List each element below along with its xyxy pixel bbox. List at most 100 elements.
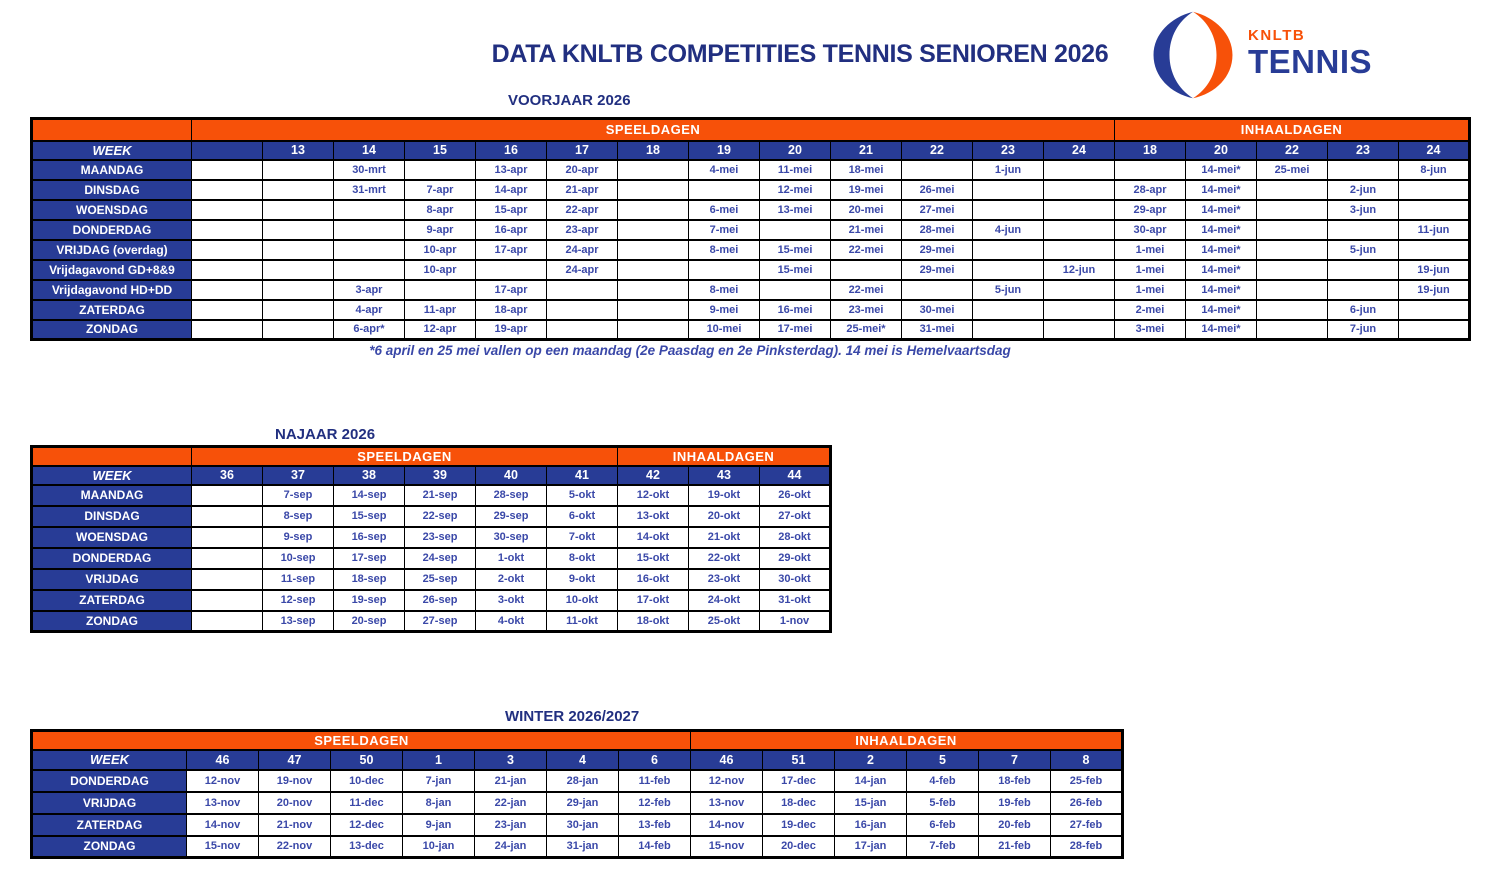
najaar-row-woensdag: WOENSDAG 9-sep 16-sep 23-sep 30-sep 7-okt 14-o… [31,525,831,549]
winter-row-zaterdag: ZATERDAG 14-nov 21-nov 12-dec 9-jan 23-jan 30-… [31,812,1123,837]
knltb-swoosh-icon [1153,11,1233,99]
date-cell [191,609,263,633]
winter-row-donderdag: DONDERDAG 12-nov 19-nov 10-dec 7-jan 21-jan 28… [31,768,1123,793]
week-number-cell: 4 [546,748,619,771]
date-cell: 11-okt [546,609,618,633]
najaar-schedule-table: SPEELDAGEN INHAALDAGEN WEEK 36 37 38 39 40 41 42 4… [30,445,832,633]
day-label: DONDERDAG [31,768,187,793]
date-cell [404,158,476,181]
voorjaar-row-zondag: ZONDAG 6-apr* 12-apr 19-apr 10-mei 17-mei 25-m… [31,318,1470,341]
date-cell [1043,238,1115,261]
date-cell [1043,218,1115,241]
date-cell [1256,198,1328,221]
date-cell: 14-mei* [1185,258,1257,281]
date-cell [1256,178,1328,201]
date-cell: 25-feb [1050,768,1123,793]
week-number-cell: 5 [906,748,979,771]
date-cell: 24-jan [474,834,547,859]
date-cell: 28-jan [546,768,619,793]
voorjaar-schedule-table: SPEELDAGEN INHAALDAGEN WEEK 13 14 15 16 17 18 19 2… [30,117,1471,341]
date-cell: 27-feb [1050,812,1123,837]
najaar-section-title: NAJAAR 2026 [275,426,376,443]
date-cell: 10-apr [404,258,476,281]
date-cell: 11-jun [1398,218,1470,241]
date-cell: 7-mei [688,218,760,241]
date-cell: 29-mei [901,238,973,261]
najaar-row-zaterdag: ZATERDAG 12-sep 19-sep 26-sep 3-okt 10-okt 17-… [31,588,831,612]
date-cell: 28-feb [1050,834,1123,859]
day-label: ZONDAG [31,609,192,633]
date-cell [617,278,689,301]
date-cell: 12-dec [330,812,403,837]
date-cell: 24-okt [688,588,760,612]
date-cell: 23-sep [404,525,476,549]
winter-row-zondag: ZONDAG 15-nov 22-nov 13-dec 10-jan 24-jan 31-j… [31,834,1123,859]
date-cell: 10-mei [688,318,760,341]
date-cell: 19-feb [978,790,1051,815]
date-cell: 18-sep [333,567,405,591]
date-cell [262,278,334,301]
date-cell: 6-feb [906,812,979,837]
date-cell: 15-okt [617,546,689,570]
week-number-cell: 14 [333,139,405,161]
date-cell: 14-mei* [1185,218,1257,241]
voorjaar-row-donderdag: DONDERDAG 9-apr 16-apr 23-apr 7-mei 21-mei 28-… [31,218,1470,241]
date-cell: 8-mei [688,278,760,301]
day-label: DINSDAG [31,504,192,528]
date-cell: 9-okt [546,567,618,591]
date-cell: 15-nov [690,834,763,859]
date-cell: 31-jan [546,834,619,859]
date-cell: 30-mrt [333,158,405,181]
date-cell [262,258,334,281]
date-cell [1398,238,1470,261]
date-cell: 6-apr* [333,318,405,341]
date-cell: 16-mei [759,298,831,321]
date-cell: 1-mei [1114,278,1186,301]
date-cell: 20-dec [762,834,835,859]
date-cell: 19-mei [830,178,902,201]
date-cell [191,546,263,570]
week-number-cell: 21 [830,139,902,161]
date-cell [546,278,618,301]
week-number-cell: 19 [688,139,760,161]
day-label: MAANDAG [31,483,192,507]
date-cell: 26-mei [901,178,973,201]
date-cell [191,258,263,281]
najaar-row-donderdag: DONDERDAG 10-sep 17-sep 24-sep 1-okt 8-okt 15-… [31,546,831,570]
week-number-cell [191,139,263,161]
header-corner-cell [31,117,192,142]
date-cell: 19-dec [762,812,835,837]
day-label: DONDERDAG [31,546,192,570]
date-cell [546,318,618,341]
day-label: ZONDAG [31,318,192,341]
date-cell [1256,258,1328,281]
date-cell: 21-nov [258,812,331,837]
date-cell: 27-sep [404,609,476,633]
date-cell: 17-dec [762,768,835,793]
date-cell: 12-feb [618,790,691,815]
date-cell: 7-apr [404,178,476,201]
date-cell [1327,158,1399,181]
week-number-cell: 50 [330,748,403,771]
date-cell [262,298,334,321]
date-cell [262,198,334,221]
week-number-cell: 1 [402,748,475,771]
day-label: VRIJDAG [31,790,187,815]
day-label: ZATERDAG [31,588,192,612]
date-cell: 1-nov [759,609,831,633]
date-cell: 13-feb [618,812,691,837]
date-cell: 28-sep [475,483,547,507]
date-cell [1327,278,1399,301]
date-cell: 22-okt [688,546,760,570]
date-cell: 21-feb [978,834,1051,859]
date-cell: 15-mei [759,238,831,261]
speeldagen-header: SPEELDAGEN [191,445,618,467]
date-cell [333,258,405,281]
date-cell: 8-okt [546,546,618,570]
date-cell: 13-sep [262,609,334,633]
voorjaar-row-vrijdagavond-hd-dd: Vrijdagavond HD+DD 3-apr 17-apr 8-mei 22-mei… [31,278,1470,301]
week-number-cell: 46 [186,748,259,771]
week-number-cell: 20 [1185,139,1257,161]
date-cell: 5-jun [1327,238,1399,261]
date-cell [191,298,263,321]
